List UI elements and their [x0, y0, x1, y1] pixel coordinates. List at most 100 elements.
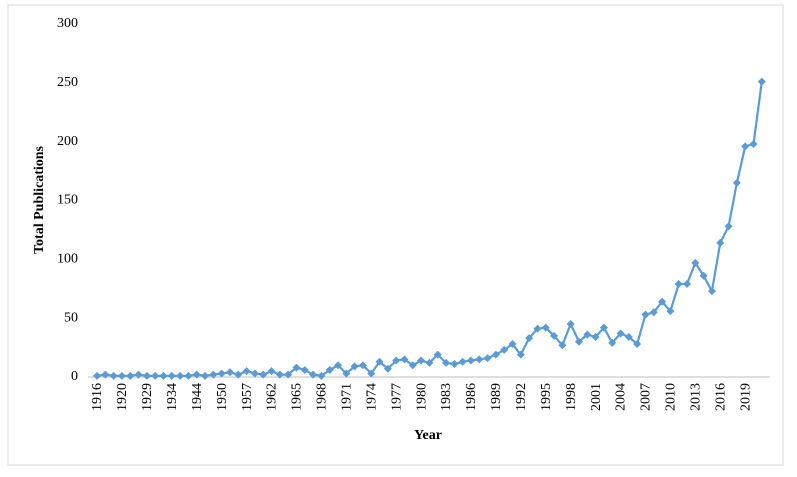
marker: [325, 365, 334, 374]
marker: [749, 140, 758, 149]
marker: [508, 340, 517, 349]
x-tick-label: 1998: [564, 383, 579, 411]
x-tick-label: 1965: [290, 383, 305, 411]
marker: [242, 367, 251, 376]
marker: [442, 358, 451, 367]
marker: [176, 371, 185, 380]
marker: [225, 368, 234, 377]
marker: [633, 340, 642, 349]
marker: [475, 355, 484, 364]
marker: [757, 77, 766, 86]
marker: [674, 280, 683, 289]
x-tick-label: 2004: [614, 383, 629, 411]
marker: [217, 369, 226, 378]
marker: [724, 222, 733, 231]
x-tick-label: 2013: [689, 383, 704, 411]
x-tick-label: 1983: [439, 383, 454, 411]
marker: [417, 356, 426, 365]
y-tick-label: 250: [57, 75, 78, 90]
marker: [358, 361, 367, 370]
x-tick-label: 1986: [464, 383, 479, 411]
marker: [558, 341, 567, 350]
marker: [134, 370, 143, 379]
marker: [483, 354, 492, 363]
marker: [317, 371, 326, 380]
x-tick-label: 1950: [215, 383, 230, 411]
marker: [732, 178, 741, 187]
marker: [608, 338, 617, 347]
marker: [101, 370, 110, 379]
x-tick-label: 1980: [414, 383, 429, 411]
marker: [350, 362, 359, 371]
marker: [408, 361, 417, 370]
marker: [458, 357, 467, 366]
y-tick-label: 150: [57, 193, 78, 208]
marker: [574, 337, 583, 346]
y-tick-label: 200: [57, 134, 78, 149]
marker: [550, 331, 559, 340]
marker: [466, 356, 475, 365]
marker: [383, 364, 392, 373]
marker: [333, 361, 342, 370]
marker: [192, 370, 201, 379]
x-tick-label: 1934: [165, 383, 180, 411]
marker: [683, 280, 692, 289]
marker: [267, 367, 276, 376]
marker: [707, 287, 716, 296]
x-tick-label: 2016: [713, 383, 728, 411]
marker: [616, 329, 625, 338]
x-tick-label: 1957: [240, 383, 255, 411]
marker: [533, 324, 542, 333]
marker: [117, 371, 126, 380]
x-tick-label: 1968: [315, 383, 330, 411]
marker: [691, 258, 700, 267]
x-tick-label: 1992: [514, 383, 529, 411]
marker: [500, 345, 509, 354]
marker: [309, 370, 318, 379]
marker: [433, 350, 442, 359]
marker: [666, 307, 675, 316]
marker: [367, 369, 376, 378]
marker: [525, 334, 534, 343]
marker: [624, 332, 633, 341]
marker: [292, 363, 301, 372]
marker: [699, 271, 708, 280]
x-tick-label: 1962: [265, 383, 280, 411]
x-tick-label: 1995: [539, 383, 554, 411]
x-tick-label: 1977: [389, 383, 404, 411]
x-tick-label: 2001: [589, 383, 604, 411]
marker: [93, 371, 101, 380]
y-tick-label: 50: [64, 310, 78, 325]
y-axis-label: Total Publications: [32, 145, 47, 254]
marker: [566, 320, 575, 329]
y-tick-label: 100: [57, 252, 78, 267]
y-tick-label: 300: [57, 16, 78, 31]
marker: [400, 355, 409, 364]
marker: [284, 370, 293, 379]
marker: [541, 323, 550, 332]
marker: [716, 238, 725, 247]
marker: [658, 297, 667, 306]
marker: [392, 356, 401, 365]
marker: [300, 365, 309, 374]
chart-frame: [7, 4, 784, 466]
x-tick-label: 1974: [364, 383, 379, 411]
marker: [649, 308, 658, 317]
y-tick-label: 0: [71, 369, 78, 384]
marker: [741, 142, 750, 151]
marker: [109, 371, 118, 380]
marker: [201, 371, 210, 380]
x-tick-label: 2019: [738, 383, 753, 411]
marker: [450, 360, 459, 369]
marker: [142, 371, 151, 380]
x-axis-label: Year: [414, 428, 442, 443]
marker: [167, 371, 176, 380]
x-tick-label: 1971: [340, 383, 355, 411]
marker: [275, 370, 284, 379]
x-tick-label: 1929: [140, 383, 155, 411]
x-tick-label: 1989: [489, 383, 504, 411]
x-tick-label: 1916: [90, 383, 105, 411]
marker: [591, 332, 600, 341]
marker: [250, 369, 259, 378]
